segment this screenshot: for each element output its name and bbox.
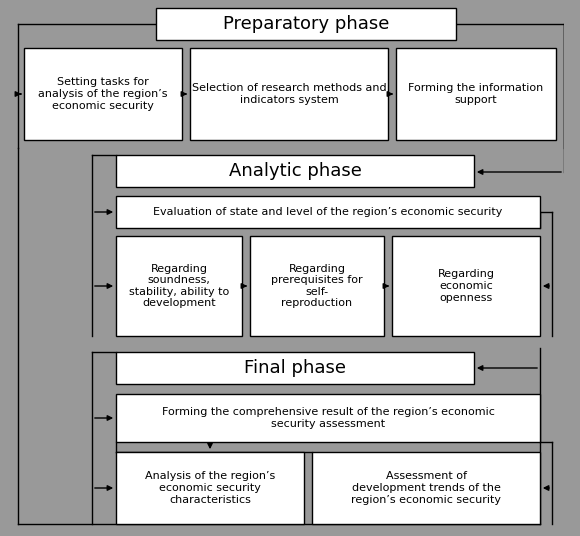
Text: Evaluation of state and level of the region’s economic security: Evaluation of state and level of the reg… (153, 207, 503, 217)
Text: Forming the comprehensive result of the region’s economic
security assessment: Forming the comprehensive result of the … (162, 407, 494, 429)
Bar (116, 236, 242, 336)
Bar (190, 48, 388, 140)
Text: Analytic phase: Analytic phase (229, 162, 361, 180)
Text: Preparatory phase: Preparatory phase (223, 15, 389, 33)
Text: Final phase: Final phase (244, 359, 346, 377)
Bar (116, 394, 540, 442)
Bar (116, 196, 540, 228)
Text: Assessment of
development trends of the
region’s economic security: Assessment of development trends of the … (351, 471, 501, 504)
Bar (250, 236, 384, 336)
Bar (312, 452, 540, 524)
Text: Forming the information
support: Forming the information support (408, 83, 543, 105)
Bar (116, 352, 474, 384)
Bar (156, 8, 456, 40)
Text: Analysis of the region’s
economic security
characteristics: Analysis of the region’s economic securi… (145, 471, 275, 504)
Bar (116, 155, 474, 187)
Text: Selection of research methods and
indicators system: Selection of research methods and indica… (191, 83, 386, 105)
Text: Regarding
prerequisites for
self-
reproduction: Regarding prerequisites for self- reprod… (271, 264, 363, 308)
Text: Setting tasks for
analysis of the region’s
economic security: Setting tasks for analysis of the region… (38, 77, 168, 110)
Bar (396, 48, 556, 140)
Bar (24, 48, 182, 140)
Text: Regarding
soundness,
stability, ability to
development: Regarding soundness, stability, ability … (129, 264, 229, 308)
Text: Regarding
economic
openness: Regarding economic openness (437, 270, 495, 303)
Bar (392, 236, 540, 336)
Bar (116, 452, 304, 524)
